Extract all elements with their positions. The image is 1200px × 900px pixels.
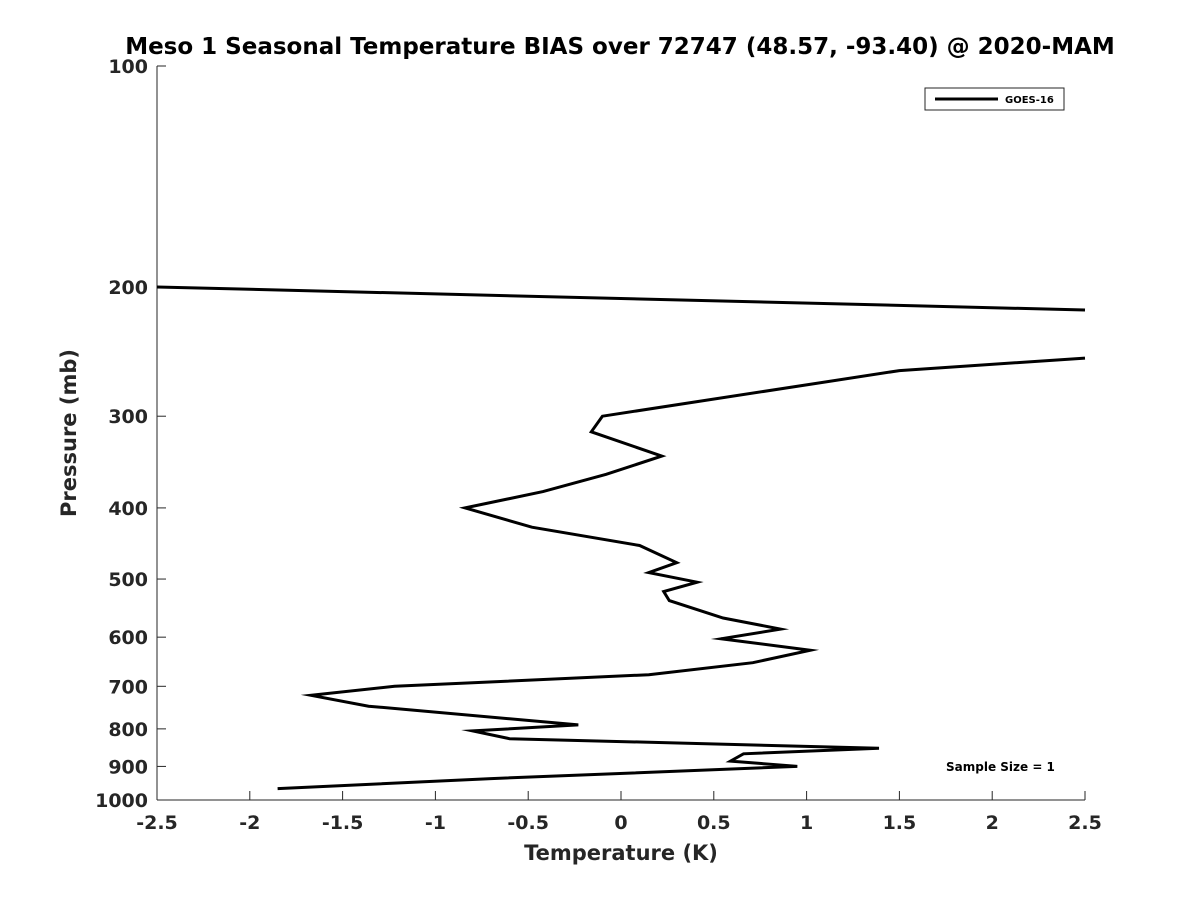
y-axis-label: Pressure (mb)	[57, 349, 81, 517]
y-tick-label: 600	[108, 627, 148, 649]
series-line-goes-16-segment-2	[277, 356, 1086, 791]
y-tick-label: 400	[108, 498, 148, 520]
y-ticks: 100 200 300 400 500 600 700 800 900 1000	[95, 56, 166, 812]
y-tick-label: 200	[108, 277, 148, 299]
x-tick-label: 1.5	[883, 812, 917, 834]
x-tick-label: -1.5	[322, 812, 364, 834]
x-axis-label: Temperature (K)	[524, 841, 718, 865]
x-tick-label: -0.5	[507, 812, 549, 834]
x-tick-label: 2	[986, 812, 999, 834]
y-tick-label: 100	[108, 56, 148, 78]
chart-title: Meso 1 Seasonal Temperature BIAS over 72…	[125, 34, 1115, 60]
y-tick-label: 1000	[95, 790, 148, 812]
y-tick-label: 300	[108, 406, 148, 428]
sample-size-annotation: Sample Size = 1	[946, 760, 1055, 774]
y-tick-label: 700	[108, 676, 148, 698]
legend-entry-goes-16: GOES-16	[1005, 95, 1054, 106]
x-ticks: -2.5 -2 -1.5 -1 -0.5 0 0.5 1 1.5 2 2.5	[136, 791, 1102, 834]
y-tick-label: 500	[108, 569, 148, 591]
series-line-goes-16-segment-1	[156, 285, 1086, 312]
x-tick-label: 0	[614, 812, 627, 834]
legend: GOES-16	[924, 87, 1065, 111]
x-tick-label: -2	[239, 812, 260, 834]
series-lines	[156, 285, 1086, 791]
x-tick-label: -1	[425, 812, 446, 834]
y-tick-label: 900	[108, 756, 148, 778]
x-tick-label: 0.5	[697, 812, 731, 834]
x-tick-label: 1	[800, 812, 813, 834]
y-tick-label: 800	[108, 719, 148, 741]
x-tick-label: 2.5	[1068, 812, 1102, 834]
x-tick-label: -2.5	[136, 812, 178, 834]
